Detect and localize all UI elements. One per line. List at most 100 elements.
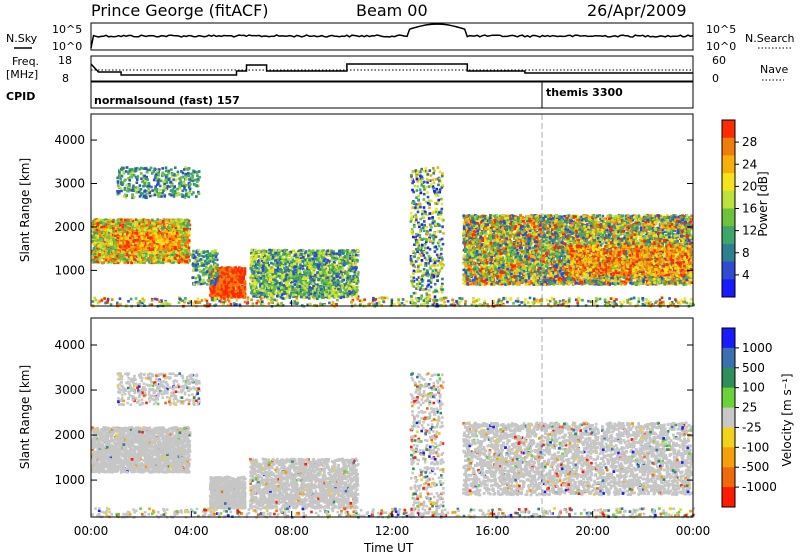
power-cell	[187, 231, 191, 235]
power-cell	[159, 179, 163, 183]
power-cell	[172, 233, 175, 237]
power-cell	[188, 190, 192, 193]
power-cell	[94, 243, 98, 246]
power-cell	[185, 251, 188, 254]
power-cell	[143, 189, 147, 192]
power-cell	[202, 251, 206, 254]
power-cell	[192, 191, 195, 194]
power-cell	[94, 228, 97, 232]
power-cell	[167, 252, 171, 256]
power-cell	[111, 225, 114, 228]
power-cell	[120, 175, 124, 178]
freq-unit: [MHz]	[6, 68, 38, 81]
power-cell	[156, 254, 159, 257]
power-cell	[216, 284, 219, 287]
power-cell	[187, 229, 191, 233]
power-cell	[163, 236, 166, 240]
power-cell	[118, 243, 122, 246]
power-cell	[243, 280, 247, 283]
power-cell	[202, 264, 205, 267]
power-cell	[153, 255, 157, 259]
power-cell	[164, 243, 168, 247]
power-cell	[182, 226, 186, 230]
power-cell	[150, 261, 154, 265]
power-cell	[105, 258, 108, 262]
power-cell	[102, 261, 106, 264]
power-cell	[195, 171, 198, 174]
power-cell	[100, 231, 104, 235]
power-cell	[171, 188, 175, 191]
power-cell	[110, 233, 114, 237]
power-cell	[122, 218, 125, 222]
power-cell	[135, 255, 139, 258]
power-cell	[96, 235, 100, 238]
power-cell	[123, 236, 127, 240]
power-cell	[216, 252, 219, 255]
power-cell	[111, 220, 115, 223]
power-cell	[120, 228, 124, 232]
power-cell	[128, 169, 132, 172]
power-cell	[132, 195, 136, 199]
power-cell	[138, 190, 141, 194]
power-cell	[123, 248, 127, 252]
power-cell	[169, 243, 173, 246]
power-cell	[176, 173, 180, 176]
power-cell	[181, 171, 185, 175]
power-cell	[100, 243, 103, 246]
power-cell	[148, 237, 152, 240]
power-cell	[178, 177, 182, 180]
power-cell	[115, 224, 118, 228]
power-cell	[170, 222, 174, 225]
power-cell	[156, 169, 159, 173]
power-cell	[122, 166, 125, 170]
power-cell	[128, 251, 132, 255]
power-cell	[186, 236, 189, 239]
power-cell	[96, 247, 99, 251]
power-cell	[186, 241, 190, 245]
power-cell	[141, 261, 145, 264]
power-cell	[215, 273, 218, 277]
power-cell	[136, 247, 140, 250]
power-cell	[129, 176, 132, 179]
power-cell	[162, 239, 165, 243]
freq-label: Freq.	[12, 55, 39, 68]
power-cell	[179, 226, 182, 230]
power-cell	[153, 241, 157, 244]
power-cell	[103, 255, 106, 258]
cpid-entry-themis: themis 3300	[546, 86, 623, 99]
power-cell	[107, 236, 110, 239]
power-cell	[147, 257, 150, 260]
power-cell	[172, 237, 176, 241]
power-cell	[102, 227, 106, 231]
station-title: Prince George (fitACF)	[91, 1, 269, 20]
power-cell	[170, 175, 174, 178]
power-cell	[241, 277, 244, 280]
power-cell	[177, 252, 180, 255]
power-cell	[157, 178, 161, 181]
power-cell	[223, 281, 226, 284]
power-cell	[194, 269, 198, 272]
power-cell	[162, 193, 166, 196]
power-cell	[158, 236, 162, 239]
power-cell	[194, 276, 198, 280]
power-cell	[173, 232, 177, 235]
power-cell	[187, 186, 191, 189]
power-cell	[164, 176, 168, 179]
power-cell	[136, 250, 139, 253]
power-cell	[176, 258, 180, 262]
power-cell	[162, 242, 166, 245]
power-cell	[95, 253, 99, 257]
power-cell	[179, 244, 183, 248]
power-cell	[161, 167, 164, 170]
power-cell	[179, 242, 182, 245]
power-cell	[164, 166, 168, 169]
power-cell	[143, 228, 147, 232]
freq-panel: Freq. [MHz] 18 8 60 0 Nave	[6, 54, 788, 85]
power-cell	[239, 271, 242, 274]
power-cell	[130, 176, 134, 179]
power-cell	[118, 253, 121, 257]
power-cell	[187, 195, 190, 198]
power-cell	[142, 258, 145, 262]
power-cell	[124, 245, 127, 248]
